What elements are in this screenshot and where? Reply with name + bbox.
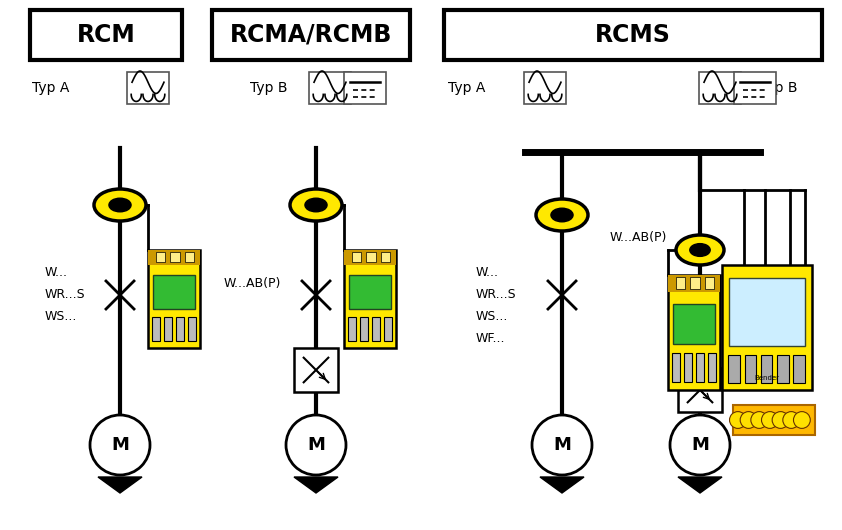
Bar (366, 252, 376, 262)
Bar (678, 368, 722, 412)
Bar (381, 252, 391, 262)
Bar (170, 252, 179, 262)
Bar (722, 265, 812, 390)
Bar (728, 355, 740, 383)
Bar (127, 72, 169, 104)
Bar (668, 275, 720, 292)
Ellipse shape (551, 208, 573, 222)
Bar (148, 250, 200, 264)
Bar (148, 250, 200, 348)
Bar (360, 316, 369, 341)
Bar (344, 72, 386, 104)
Text: RCMS: RCMS (595, 23, 671, 47)
Text: M: M (553, 436, 571, 454)
Circle shape (761, 412, 778, 428)
Bar (733, 405, 815, 435)
Text: M: M (307, 436, 325, 454)
Text: Typ B: Typ B (250, 81, 287, 95)
Bar (344, 250, 396, 264)
Ellipse shape (690, 244, 710, 257)
Bar (152, 316, 161, 341)
Text: W...: W... (476, 266, 499, 278)
Text: Typ B: Typ B (760, 81, 797, 95)
Bar (708, 353, 717, 382)
Bar (188, 316, 196, 341)
Bar (344, 250, 396, 348)
Ellipse shape (109, 198, 131, 212)
Polygon shape (678, 477, 722, 493)
Text: WS...: WS... (476, 310, 509, 322)
Text: RCMA/RCMB: RCMA/RCMB (230, 23, 392, 47)
Text: M: M (691, 436, 709, 454)
Bar (348, 316, 356, 341)
Circle shape (740, 412, 757, 428)
Bar (760, 355, 772, 383)
Text: RCM: RCM (77, 23, 136, 47)
Bar (668, 275, 720, 390)
Text: WR...S: WR...S (45, 287, 86, 301)
Bar (153, 275, 195, 309)
Bar (185, 252, 195, 262)
Bar (705, 277, 714, 289)
Bar (372, 316, 381, 341)
Circle shape (532, 415, 592, 475)
Bar (699, 72, 741, 104)
Bar (30, 10, 182, 60)
Circle shape (751, 412, 768, 428)
Bar (793, 355, 805, 383)
Bar (690, 277, 700, 289)
Bar (734, 72, 776, 104)
Bar (352, 252, 361, 262)
Bar (384, 316, 392, 341)
Text: W...AB(P): W...AB(P) (610, 232, 668, 244)
Bar (744, 355, 756, 383)
Text: WR...S: WR...S (476, 287, 517, 301)
Bar (156, 252, 165, 262)
Bar (684, 353, 692, 382)
Ellipse shape (94, 189, 146, 221)
Bar (672, 353, 680, 382)
Bar (696, 353, 705, 382)
Circle shape (729, 412, 746, 428)
Text: W...AB(P): W...AB(P) (224, 277, 281, 289)
Bar (524, 72, 566, 104)
Bar (349, 275, 391, 309)
Bar (164, 316, 173, 341)
Bar (294, 348, 338, 392)
Polygon shape (98, 477, 142, 493)
Text: WF...: WF... (476, 331, 505, 344)
Bar (212, 10, 410, 60)
Text: Bender: Bender (754, 375, 780, 381)
Ellipse shape (305, 198, 327, 212)
Circle shape (286, 415, 346, 475)
Polygon shape (294, 477, 338, 493)
Text: Typ A: Typ A (448, 81, 485, 95)
Circle shape (793, 412, 810, 428)
Text: WS...: WS... (45, 310, 77, 322)
Polygon shape (540, 477, 584, 493)
Bar (729, 278, 805, 346)
Ellipse shape (536, 199, 588, 231)
Text: M: M (111, 436, 129, 454)
Text: W...: W... (45, 266, 68, 278)
Circle shape (783, 412, 800, 428)
Bar (309, 72, 351, 104)
Circle shape (670, 415, 730, 475)
Ellipse shape (676, 235, 724, 265)
Bar (444, 10, 822, 60)
Circle shape (772, 412, 789, 428)
Bar (176, 316, 184, 341)
Bar (676, 277, 685, 289)
Ellipse shape (290, 189, 342, 221)
Circle shape (90, 415, 150, 475)
Text: Typ A: Typ A (32, 81, 69, 95)
Bar (674, 304, 715, 344)
Bar (777, 355, 789, 383)
